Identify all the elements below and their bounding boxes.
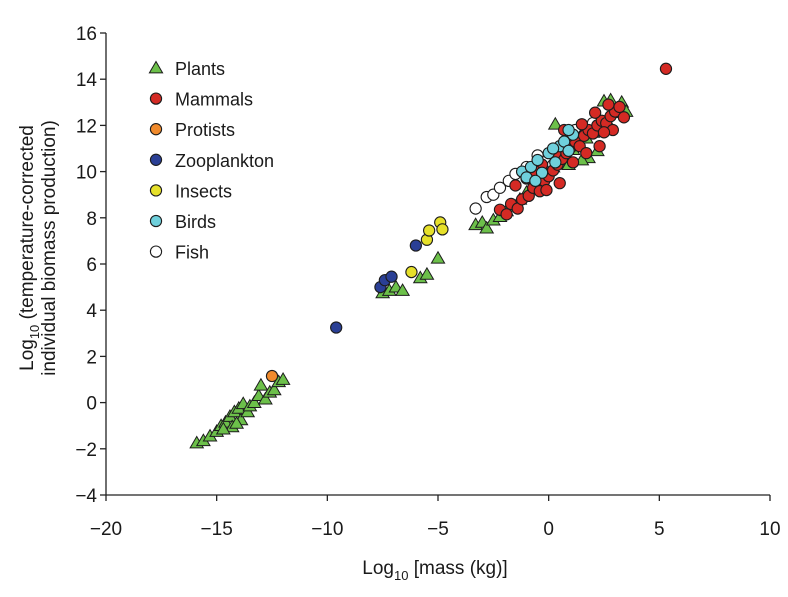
data-point-plants xyxy=(430,250,446,264)
data-point-mammals xyxy=(580,146,593,160)
y-tick-label: 10 xyxy=(76,163,97,184)
x-tick-label: 0 xyxy=(543,519,554,540)
legend-marker-mammals xyxy=(149,92,163,105)
legend-label-protists: Protists xyxy=(175,120,235,140)
data-point-mammals xyxy=(566,156,580,169)
data-point-zooplankton xyxy=(409,239,423,252)
data-point-plants xyxy=(479,220,495,234)
data-point-protists xyxy=(265,369,279,383)
y-tick-label: 12 xyxy=(76,116,97,137)
data-point-zooplankton xyxy=(385,270,398,283)
data-point-plants xyxy=(266,382,282,396)
x-tick-label: 5 xyxy=(654,519,665,540)
data-point-mammals xyxy=(575,118,589,131)
data-point-mammals xyxy=(617,111,631,124)
y-tick-label: 6 xyxy=(86,255,97,276)
data-point-birds xyxy=(546,142,560,155)
x-tick-label: −15 xyxy=(201,519,233,540)
legend-marker-fish xyxy=(149,245,163,258)
y-tick-label: 4 xyxy=(86,301,97,322)
y-axis-title-line1: Log10 (temperature-corrected xyxy=(17,125,42,371)
data-point-zooplankton xyxy=(330,321,343,334)
data-point-insects xyxy=(405,265,418,279)
data-point-mammals xyxy=(588,106,602,119)
y-tick-label: 14 xyxy=(76,70,98,91)
data-point-plants xyxy=(253,377,269,391)
x-tick-label: 10 xyxy=(759,519,780,540)
legend-marker-plants xyxy=(148,60,164,74)
data-point-mammals xyxy=(593,140,606,153)
data-point-plants xyxy=(419,266,435,280)
data-point-mammals xyxy=(597,126,611,139)
y-tick-label: 8 xyxy=(86,209,97,230)
data-point-birds xyxy=(549,156,562,169)
legend-marker-protists xyxy=(149,123,163,136)
data-point-mammals xyxy=(509,179,522,192)
legend: Plants Mammals Protists Zooplankton Insects B… xyxy=(148,59,274,263)
data-point-fish xyxy=(469,202,482,215)
legend-label-mammals: Mammals xyxy=(175,90,253,110)
data-point-birds xyxy=(562,144,575,157)
data-point-plants xyxy=(395,283,411,296)
data-point-birds xyxy=(535,166,549,179)
legend-label-insects: Insects xyxy=(175,181,232,201)
y-tick-label: 16 xyxy=(76,24,97,45)
y-tick-label: −2 xyxy=(75,440,97,461)
x-tick-label: −10 xyxy=(311,519,343,540)
data-point-mammals xyxy=(602,98,615,111)
data-point-birds xyxy=(562,123,575,137)
data-point-plants xyxy=(215,421,231,435)
legend-marker-zooplankton xyxy=(149,153,163,166)
y-axis-title-line2: individual biomass production) xyxy=(39,120,60,376)
data-point-mammals xyxy=(613,100,626,114)
data-point-fish xyxy=(493,181,507,194)
legend-label-birds: Birds xyxy=(175,212,216,232)
data-point-plants xyxy=(275,372,291,385)
data-point-plants xyxy=(246,395,262,408)
legend-label-plants: Plants xyxy=(175,59,225,79)
data-point-mammals xyxy=(553,176,566,190)
data-point-mammals xyxy=(540,183,553,197)
legend-marker-birds xyxy=(149,214,163,228)
data-point-mammals xyxy=(659,62,673,75)
y-tick-label: 2 xyxy=(86,347,97,368)
x-axis-title: Log10 [mass (kg)] xyxy=(362,558,507,583)
data-point-insects xyxy=(436,223,449,236)
x-tick-label: −20 xyxy=(90,519,122,540)
data-point-plants xyxy=(229,415,245,429)
y-tick-label: −4 xyxy=(75,486,97,507)
legend-marker-insects xyxy=(149,184,163,197)
y-tick-label: 0 xyxy=(86,394,97,415)
data-point-insects xyxy=(422,224,436,237)
legend-label-fish: Fish xyxy=(175,243,209,263)
data-points xyxy=(189,62,673,449)
legend-label-zooplankton: Zooplankton xyxy=(175,151,274,171)
data-point-mammals xyxy=(500,208,513,221)
x-tick-label: −5 xyxy=(427,519,449,540)
data-point-birds xyxy=(529,174,542,187)
data-point-plants xyxy=(257,391,273,405)
data-point-birds xyxy=(531,153,544,167)
data-point-plants xyxy=(547,116,563,130)
